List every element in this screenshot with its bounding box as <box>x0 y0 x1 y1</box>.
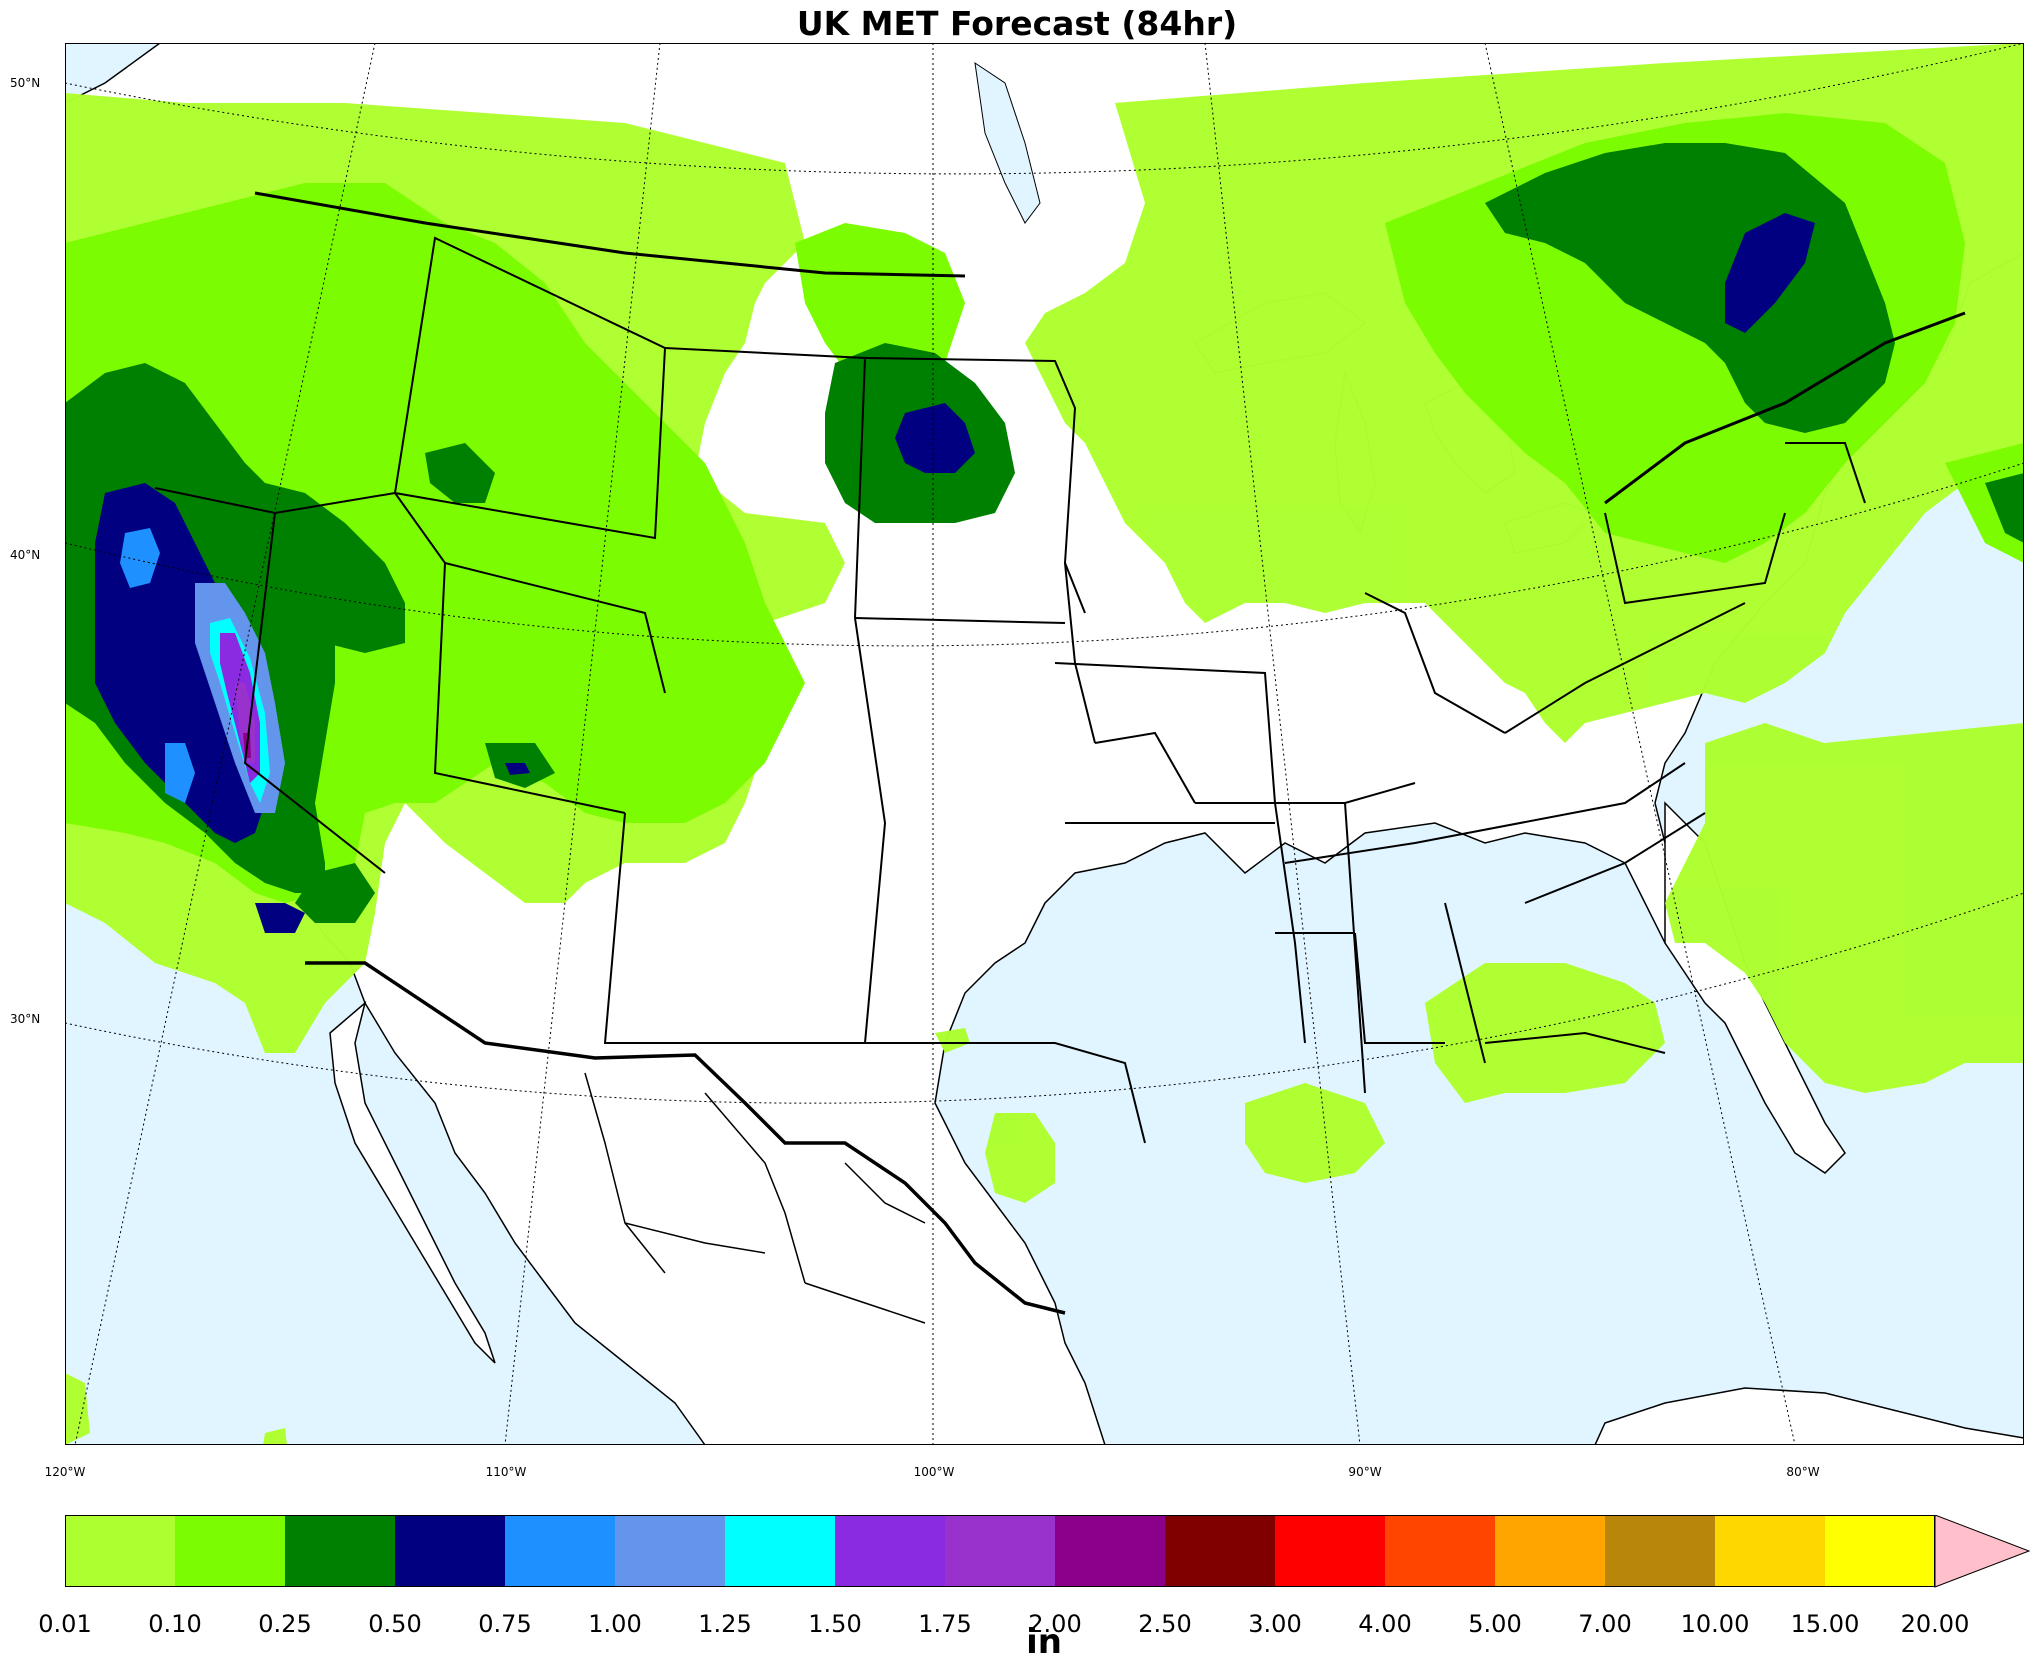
colorbar-segment <box>395 1515 505 1587</box>
colorbar-tick-label: 5.00 <box>1468 1610 1522 1638</box>
state-borders <box>154 191 1966 1144</box>
lon-label-120: 120°W <box>44 1465 86 1479</box>
colorbar-extend-arrow <box>1934 1515 2031 1588</box>
map-frame <box>65 43 2024 1445</box>
colorbar-tick-label: 1.25 <box>698 1610 752 1638</box>
mexico-borders <box>584 1072 926 1324</box>
colorbar-segment <box>65 1515 175 1587</box>
colorbar-segment <box>1495 1515 1605 1587</box>
colorbar-tick-label: 10.00 <box>1680 1610 1750 1638</box>
colorbar-segment <box>1605 1515 1715 1587</box>
lat-label-30: 30°N <box>10 1012 41 1026</box>
colorbar-segment <box>505 1515 615 1587</box>
colorbar-tick-label: 0.75 <box>478 1610 532 1638</box>
colorbar-tick-label: 3.00 <box>1248 1610 1302 1638</box>
colorbar-segment <box>1275 1515 1385 1587</box>
colorbar-segment <box>1165 1515 1275 1587</box>
colorbar-tick-label: 0.50 <box>368 1610 422 1638</box>
colorbar-tick-label: 20.00 <box>1900 1610 1970 1638</box>
colorbar-tick-label: 2.00 <box>1028 1610 1082 1638</box>
colorbar-tick-label: 4.00 <box>1358 1610 1412 1638</box>
colorbar-segment <box>725 1515 835 1587</box>
colorbar-segment <box>1385 1515 1495 1587</box>
colorbar-tick-label: 0.25 <box>258 1610 312 1638</box>
lon-label-100: 100°W <box>913 1465 955 1479</box>
colorbar-tick-label: 7.00 <box>1578 1610 1632 1638</box>
map-title: UK MET Forecast (84hr) <box>796 4 1238 43</box>
lon-label-90: 90°W <box>1348 1465 1382 1479</box>
colorbar-segment <box>945 1515 1055 1587</box>
colorbar-units: in <box>1026 1622 1062 1662</box>
colorbar-outline <box>65 1515 1935 1587</box>
colorbar-segment <box>1715 1515 1825 1587</box>
lat-label-40: 40°N <box>10 548 41 562</box>
precipitation-map <box>65 43 2024 1445</box>
colorbar-tick-label: 0.10 <box>148 1610 202 1638</box>
colorbar-tick-label: 1.50 <box>808 1610 862 1638</box>
colorbar-tick-label: 1.75 <box>918 1610 972 1638</box>
colorbar-tick-label: 15.00 <box>1790 1610 1860 1638</box>
land-cuba <box>1594 1387 2024 1445</box>
lat-label-50: 50°N <box>10 76 41 90</box>
colorbar-segment <box>835 1515 945 1587</box>
colorbar-segment <box>1055 1515 1165 1587</box>
colorbar-segment <box>615 1515 725 1587</box>
lake-north <box>974 61 1041 224</box>
precip-0.75 <box>120 528 195 803</box>
colorbar-tick-label: 1.00 <box>588 1610 642 1638</box>
graticule <box>65 43 2024 1445</box>
lon-label-80: 80°W <box>1786 1465 1820 1479</box>
colorbar-segment <box>1825 1515 1935 1587</box>
land-baja <box>329 1000 496 1364</box>
us-mexico-border <box>305 961 1066 1315</box>
colorbar-segment <box>175 1515 285 1587</box>
lon-label-110: 110°W <box>485 1465 527 1479</box>
colorbar-segment <box>285 1515 395 1587</box>
colorbar-tick-label: 2.50 <box>1138 1610 1192 1638</box>
colorbar-tick-label: 0.01 <box>38 1610 92 1638</box>
colorbar <box>65 1515 2031 1588</box>
